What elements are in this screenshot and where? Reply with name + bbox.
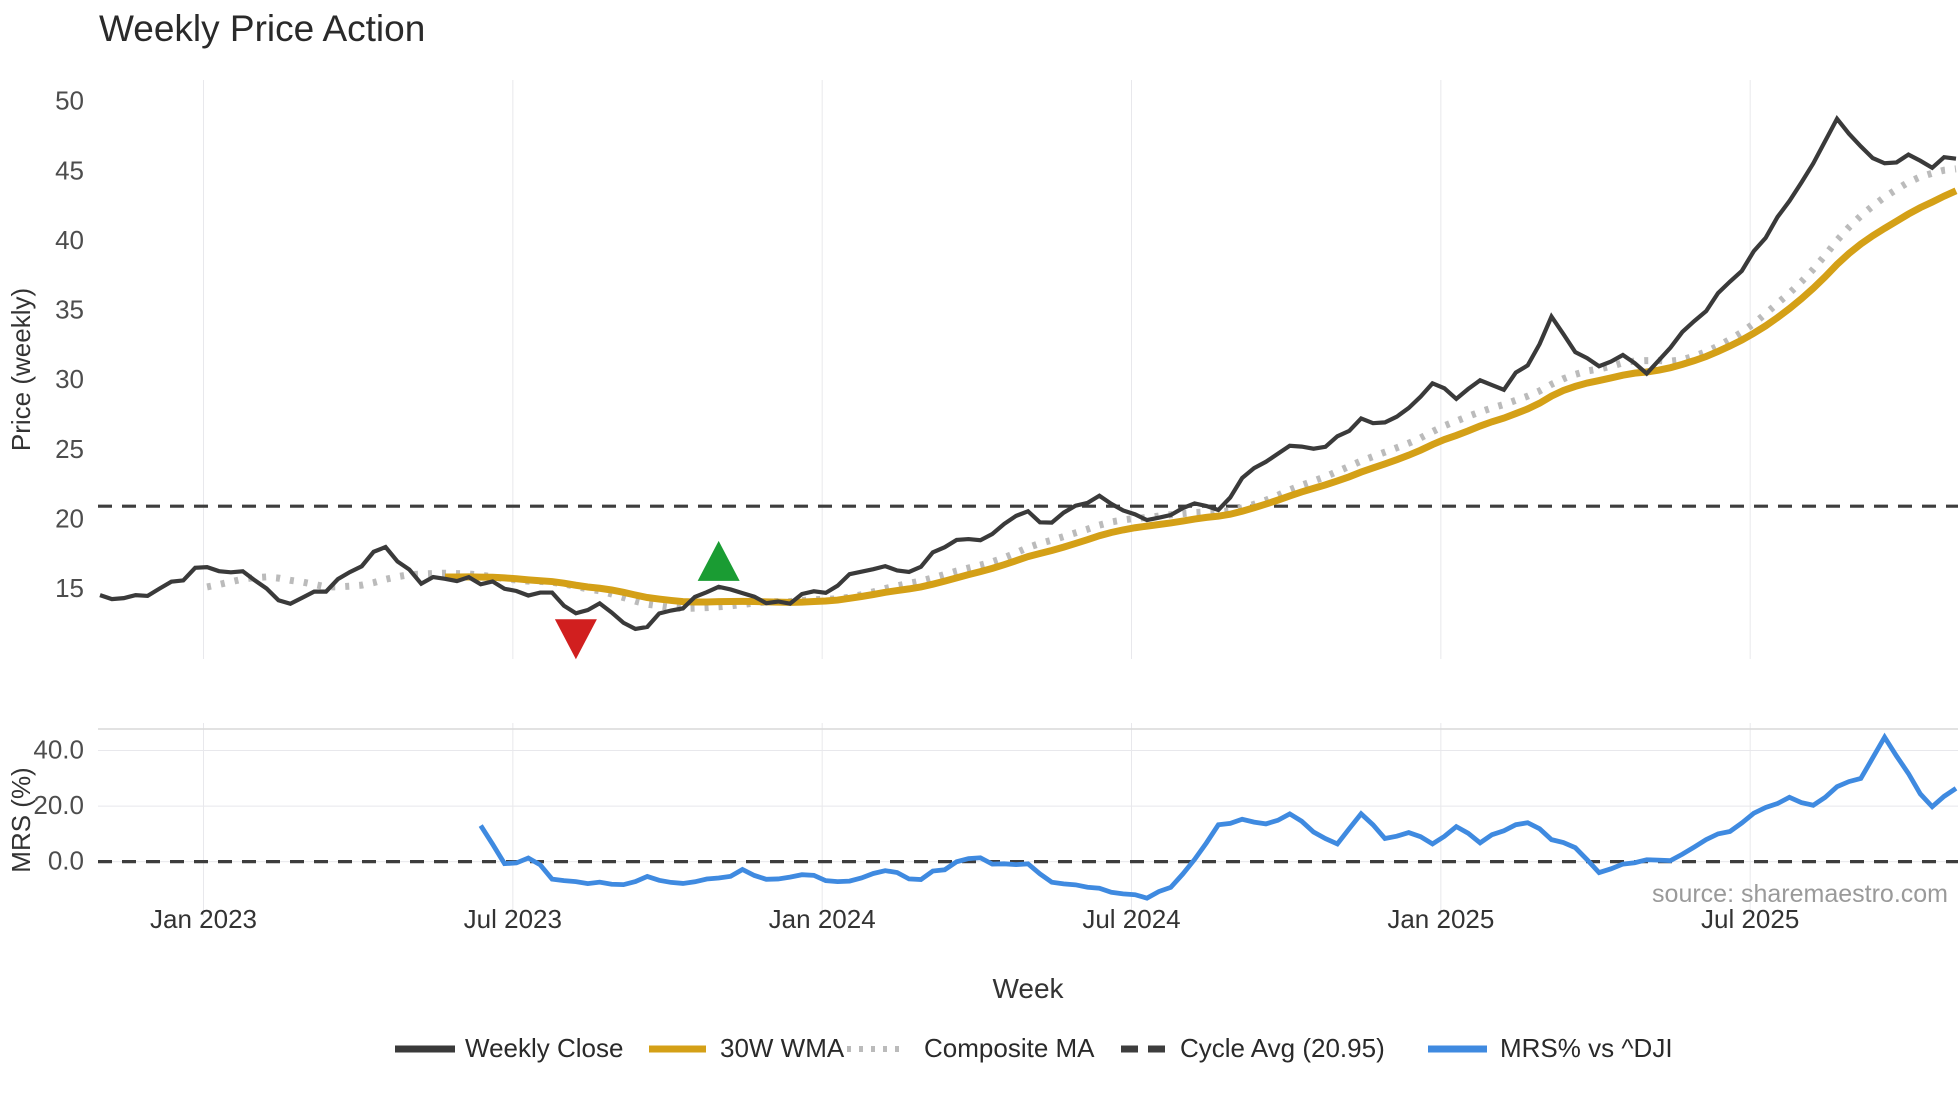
svg-text:Cycle Avg (20.95): Cycle Avg (20.95): [1180, 1033, 1385, 1063]
svg-text:MRS (%): MRS (%): [6, 767, 36, 872]
svg-text:50: 50: [55, 86, 84, 116]
svg-text:45: 45: [55, 155, 84, 185]
svg-text:0.0: 0.0: [48, 846, 84, 876]
svg-text:15: 15: [55, 573, 84, 603]
svg-text:35: 35: [55, 295, 84, 325]
svg-text:25: 25: [55, 434, 84, 464]
svg-text:20: 20: [55, 503, 84, 533]
svg-text:MRS% vs ^DJI: MRS% vs ^DJI: [1500, 1033, 1673, 1063]
svg-text:Jul 2024: Jul 2024: [1082, 904, 1180, 934]
svg-text:Weekly Close: Weekly Close: [465, 1033, 623, 1063]
svg-text:Jan 2025: Jan 2025: [1387, 904, 1494, 934]
svg-text:Jan 2023: Jan 2023: [150, 904, 257, 934]
svg-text:30: 30: [55, 364, 84, 394]
svg-text:Composite MA: Composite MA: [924, 1033, 1095, 1063]
svg-text:Week: Week: [992, 973, 1064, 1004]
svg-text:20.0: 20.0: [33, 790, 84, 820]
svg-text:Jul 2025: Jul 2025: [1701, 904, 1799, 934]
svg-text:30W WMA: 30W WMA: [720, 1033, 845, 1063]
svg-text:Price (weekly): Price (weekly): [6, 288, 36, 451]
svg-text:40.0: 40.0: [33, 735, 84, 765]
svg-text:40: 40: [55, 225, 84, 255]
svg-text:source: sharemaestro.com: source: sharemaestro.com: [1652, 880, 1948, 908]
svg-text:Jul 2023: Jul 2023: [464, 904, 562, 934]
svg-text:Jan 2024: Jan 2024: [769, 904, 876, 934]
